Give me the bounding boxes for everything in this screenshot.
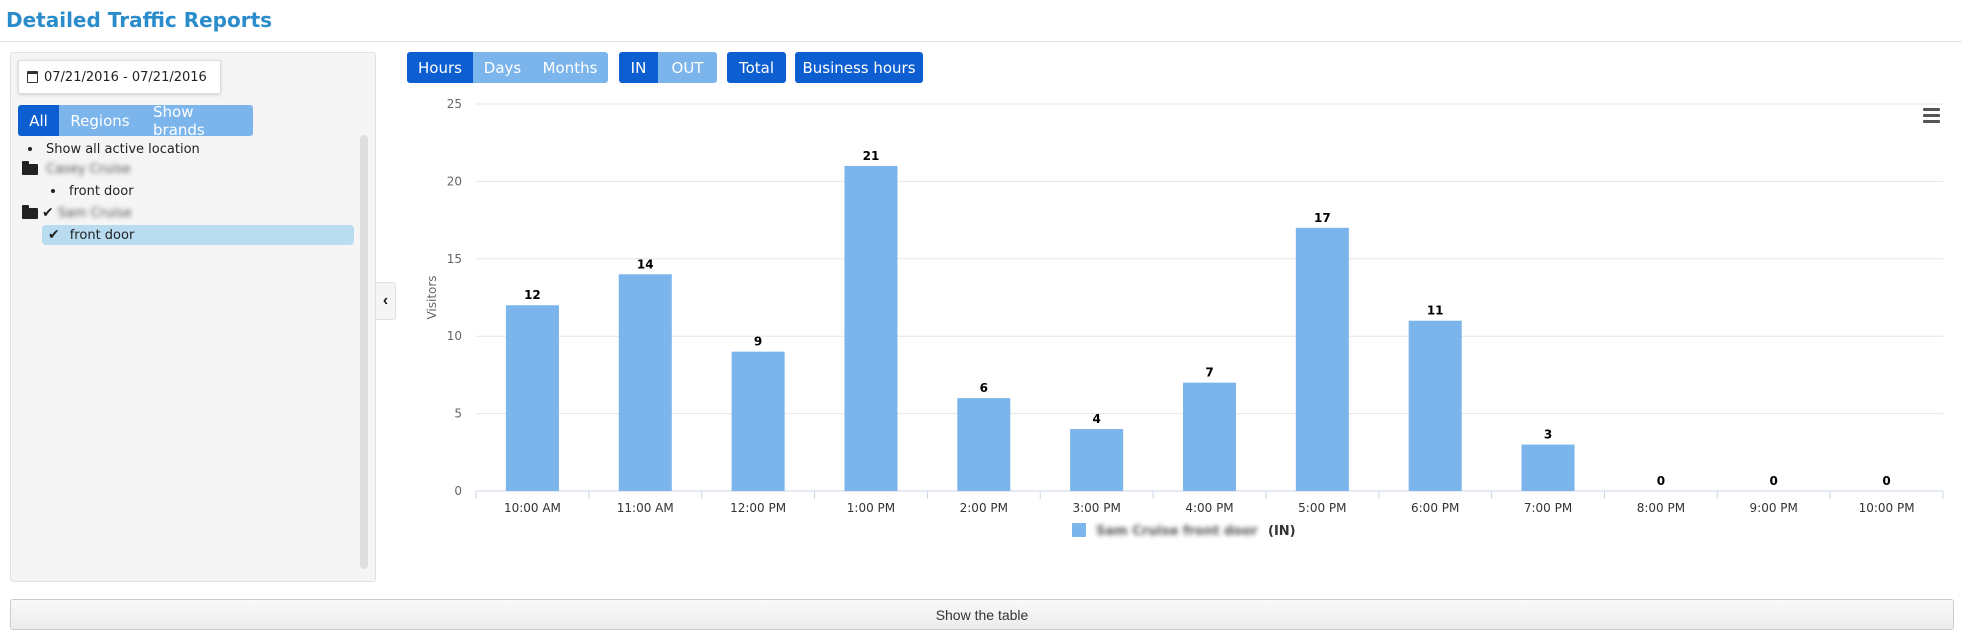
traffic-bar-chart: 0 5 10 15 20 25 Visitors 12 10:00 AM 14 11:00 AM 9 1… (425, 97, 1944, 539)
y-tick-label: 15 (447, 252, 462, 266)
data-label: 7 (1205, 366, 1213, 380)
x-tick-label: 1:00 PM (847, 501, 895, 515)
x-tick-label: 6:00 PM (1411, 501, 1459, 515)
period-months-button[interactable]: Months (532, 52, 608, 83)
bar (505, 305, 559, 491)
legend-swatch (1072, 523, 1086, 537)
data-label: 4 (1092, 412, 1100, 426)
y-tick-label: 0 (454, 484, 462, 498)
data-label: 0 (1657, 474, 1665, 488)
check-icon: ✔ (42, 205, 54, 221)
data-label: 9 (754, 335, 762, 349)
bullet-icon (28, 147, 32, 151)
filter-all-button[interactable]: All (18, 105, 59, 136)
y-tick-label: 5 (454, 407, 462, 421)
chart-menu-icon[interactable] (1923, 108, 1940, 126)
x-tick-label: 10:00 PM (1859, 501, 1915, 515)
period-hours-button[interactable]: Hours (407, 52, 473, 83)
location-filter-group: All Regions Show brands (18, 105, 253, 136)
tree-group-label: Sam Cruise (57, 205, 132, 221)
x-tick-label: 12:00 PM (730, 501, 786, 515)
direction-out-button[interactable]: OUT (658, 52, 717, 83)
location-sidebar: 07/21/2016 - 07/21/2016 All Regions Show… (10, 52, 376, 582)
tree-group-2[interactable]: ✔ Sam Cruise (18, 203, 363, 223)
data-label: 0 (1882, 474, 1890, 488)
tree-item-label: Show all active location (46, 141, 200, 157)
filter-show-brands-button[interactable]: Show brands (141, 105, 253, 136)
chevron-left-icon: ‹ (382, 292, 389, 309)
y-axis-title: Visitors (425, 275, 439, 319)
legend-label-blurred: Sam Cruise front door (1096, 524, 1258, 539)
collapse-sidebar-button[interactable]: ‹ (376, 282, 396, 320)
y-tick-label: 20 (447, 174, 462, 188)
x-tick-label: 7:00 PM (1524, 501, 1572, 515)
data-label: 0 (1770, 474, 1778, 488)
bar (1408, 320, 1462, 491)
data-label: 11 (1427, 304, 1444, 318)
folder-open-icon (22, 204, 38, 219)
bar (957, 398, 1011, 491)
traffic-chart: 0 5 10 15 20 25 Visitors 12 10:00 AM 14 11:00 AM 9 1… (400, 90, 1960, 570)
tree-item-label: front door (69, 183, 134, 199)
y-tick-label: 10 (447, 329, 462, 343)
bar (1295, 227, 1349, 491)
data-label: 21 (863, 149, 880, 163)
check-icon: ✔ (48, 227, 60, 243)
x-tick-label: 5:00 PM (1298, 501, 1346, 515)
date-range-picker[interactable]: 07/21/2016 - 07/21/2016 (18, 60, 221, 94)
direction-button-group: IN OUT (619, 52, 717, 83)
data-label: 12 (524, 288, 541, 302)
data-label: 17 (1314, 211, 1331, 225)
tree-item-label: front door (69, 227, 135, 243)
tree-item-front-door-2-selected[interactable]: ✔ front door (42, 225, 354, 245)
period-days-button[interactable]: Days (473, 52, 532, 83)
tree-item-front-door-1[interactable]: front door (18, 181, 363, 201)
direction-in-button[interactable]: IN (619, 52, 658, 83)
x-tick-label: 10:00 AM (504, 501, 561, 515)
folder-open-icon (22, 160, 38, 175)
sidebar-scrollbar[interactable] (360, 135, 368, 569)
legend-label-suffix: (IN) (1268, 524, 1296, 539)
x-tick-label: 8:00 PM (1637, 501, 1685, 515)
date-range-text: 07/21/2016 - 07/21/2016 (44, 69, 207, 85)
x-tick-label: 3:00 PM (1072, 501, 1120, 515)
tree-group-label: Casey Cruise (46, 161, 131, 177)
business-hours-button[interactable]: Business hours (795, 52, 923, 83)
calendar-icon (27, 71, 38, 83)
x-tick-label: 4:00 PM (1185, 501, 1233, 515)
filter-regions-button[interactable]: Regions (59, 105, 141, 136)
bar (731, 351, 785, 491)
page-title: Detailed Traffic Reports (6, 8, 273, 32)
x-tick-label: 2:00 PM (960, 501, 1008, 515)
x-tick-label: 9:00 PM (1750, 501, 1798, 515)
data-label: 6 (980, 381, 988, 395)
data-label: 14 (637, 257, 654, 271)
show-table-button[interactable]: Show the table (10, 599, 1954, 630)
total-button[interactable]: Total (727, 52, 786, 83)
data-label: 3 (1544, 428, 1552, 442)
bar (844, 165, 898, 492)
period-button-group: Hours Days Months (407, 52, 608, 83)
x-tick-label: 11:00 AM (617, 501, 674, 515)
tree-group-1[interactable]: Casey Cruise (18, 159, 363, 179)
bar (1182, 382, 1237, 491)
title-divider (0, 41, 1962, 42)
bar (618, 274, 672, 491)
tree-item-show-all[interactable]: Show all active location (18, 139, 363, 159)
bullet-icon (51, 189, 55, 193)
bar (1070, 429, 1124, 491)
bar (1521, 444, 1575, 491)
y-tick-label: 25 (447, 97, 462, 111)
